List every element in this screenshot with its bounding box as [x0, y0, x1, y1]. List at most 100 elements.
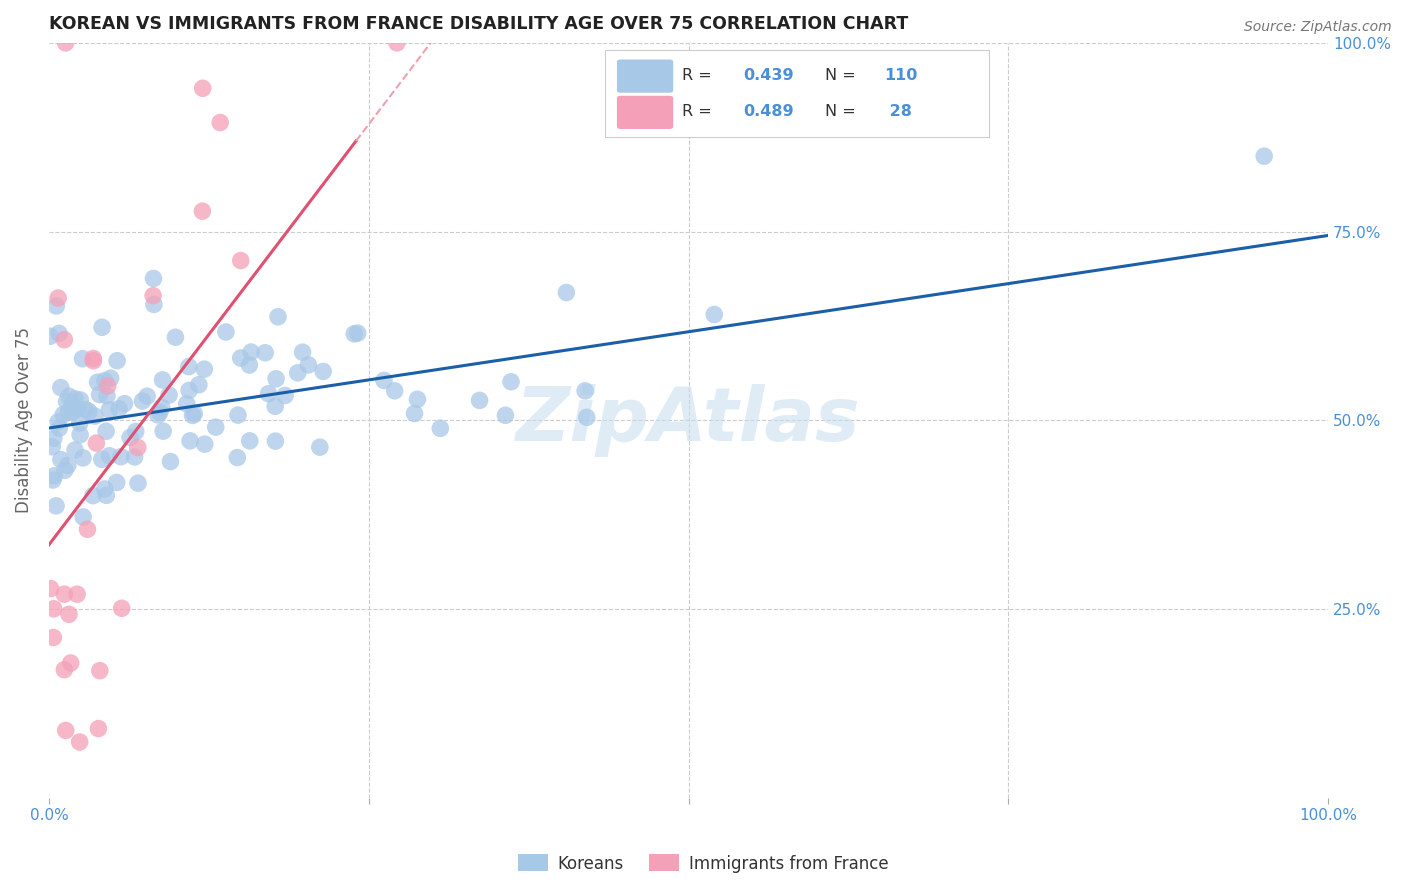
Text: R =: R =: [682, 68, 717, 83]
Point: [177, 359, 200, 374]
Point: [52, 408, 75, 422]
Point: [291, 345, 314, 359]
Point: [53, 663, 76, 677]
Point: [58, 607, 80, 622]
Point: [204, 420, 226, 434]
Text: 0.489: 0.489: [744, 104, 794, 120]
Point: [89, 387, 111, 401]
Text: N =: N =: [825, 104, 862, 120]
Text: KOREAN VS IMMIGRANTS FROM FRANCE DISABILITY AGE OVER 75 CORRELATION CHART: KOREAN VS IMMIGRANTS FROM FRANCE DISABIL…: [49, 15, 908, 33]
Point: [77, 404, 100, 418]
Point: [72, 510, 94, 524]
Point: [150, 401, 173, 415]
Point: [287, 366, 309, 380]
Point: [125, 425, 148, 439]
Point: [142, 271, 165, 285]
Point: [159, 454, 181, 468]
Point: [72, 351, 94, 366]
Text: N =: N =: [825, 68, 862, 83]
Point: [82, 351, 104, 366]
Point: [96, 488, 118, 502]
Point: [46, 291, 69, 305]
Point: [75, 402, 97, 417]
Point: [39, 582, 62, 596]
Point: [165, 330, 187, 344]
Point: [209, 115, 232, 129]
Point: [257, 386, 280, 401]
Point: [226, 450, 249, 465]
Point: [1253, 149, 1275, 163]
Point: [499, 375, 522, 389]
Point: [55, 36, 77, 50]
Point: [58, 389, 80, 403]
Point: [187, 377, 209, 392]
Point: [69, 392, 91, 407]
Point: [58, 404, 80, 418]
Point: [89, 664, 111, 678]
Point: [194, 437, 217, 451]
Point: [86, 436, 108, 450]
Point: [385, 36, 408, 50]
Point: [157, 388, 180, 402]
Point: [574, 384, 596, 398]
Point: [703, 308, 725, 322]
Point: [176, 397, 198, 411]
Point: [179, 434, 201, 448]
Point: [111, 601, 134, 615]
Point: [127, 476, 149, 491]
Point: [149, 405, 172, 419]
Point: [494, 409, 516, 423]
Point: [48, 326, 70, 341]
Point: [100, 371, 122, 385]
Point: [82, 489, 104, 503]
Point: [127, 441, 149, 455]
Point: [264, 372, 287, 386]
Point: [152, 373, 174, 387]
Point: [90, 452, 112, 467]
Point: [384, 384, 406, 398]
Point: [191, 81, 214, 95]
Point: [343, 326, 366, 341]
Point: [55, 394, 77, 409]
Point: [131, 394, 153, 409]
Point: [42, 602, 65, 616]
Point: [69, 735, 91, 749]
Point: [60, 398, 83, 412]
Point: [183, 407, 205, 421]
Point: [373, 373, 395, 387]
Point: [84, 409, 107, 423]
Point: [63, 443, 86, 458]
Text: R =: R =: [682, 104, 717, 120]
Point: [46, 415, 69, 429]
Point: [152, 424, 174, 438]
Point: [39, 329, 62, 343]
Point: [42, 431, 65, 445]
Point: [69, 427, 91, 442]
Point: [93, 374, 115, 388]
Point: [297, 358, 319, 372]
Point: [55, 723, 77, 738]
Point: [215, 325, 238, 339]
Point: [274, 388, 297, 402]
Text: 110: 110: [884, 68, 918, 83]
Point: [53, 587, 76, 601]
Y-axis label: Disability Age Over 75: Disability Age Over 75: [15, 327, 32, 514]
Point: [146, 408, 169, 422]
Point: [49, 452, 72, 467]
Point: [254, 346, 277, 360]
Point: [41, 440, 63, 454]
Point: [45, 299, 67, 313]
Point: [124, 450, 146, 464]
Point: [76, 522, 98, 536]
Point: [49, 381, 72, 395]
Point: [94, 425, 117, 439]
Point: [59, 656, 82, 670]
Legend: Koreans, Immigrants from France: Koreans, Immigrants from France: [510, 847, 896, 880]
Point: [229, 351, 252, 365]
Point: [312, 364, 335, 378]
Point: [42, 473, 65, 487]
Point: [406, 392, 429, 407]
Text: 0.439: 0.439: [744, 68, 794, 83]
Text: 28: 28: [884, 104, 912, 120]
Point: [97, 379, 120, 393]
